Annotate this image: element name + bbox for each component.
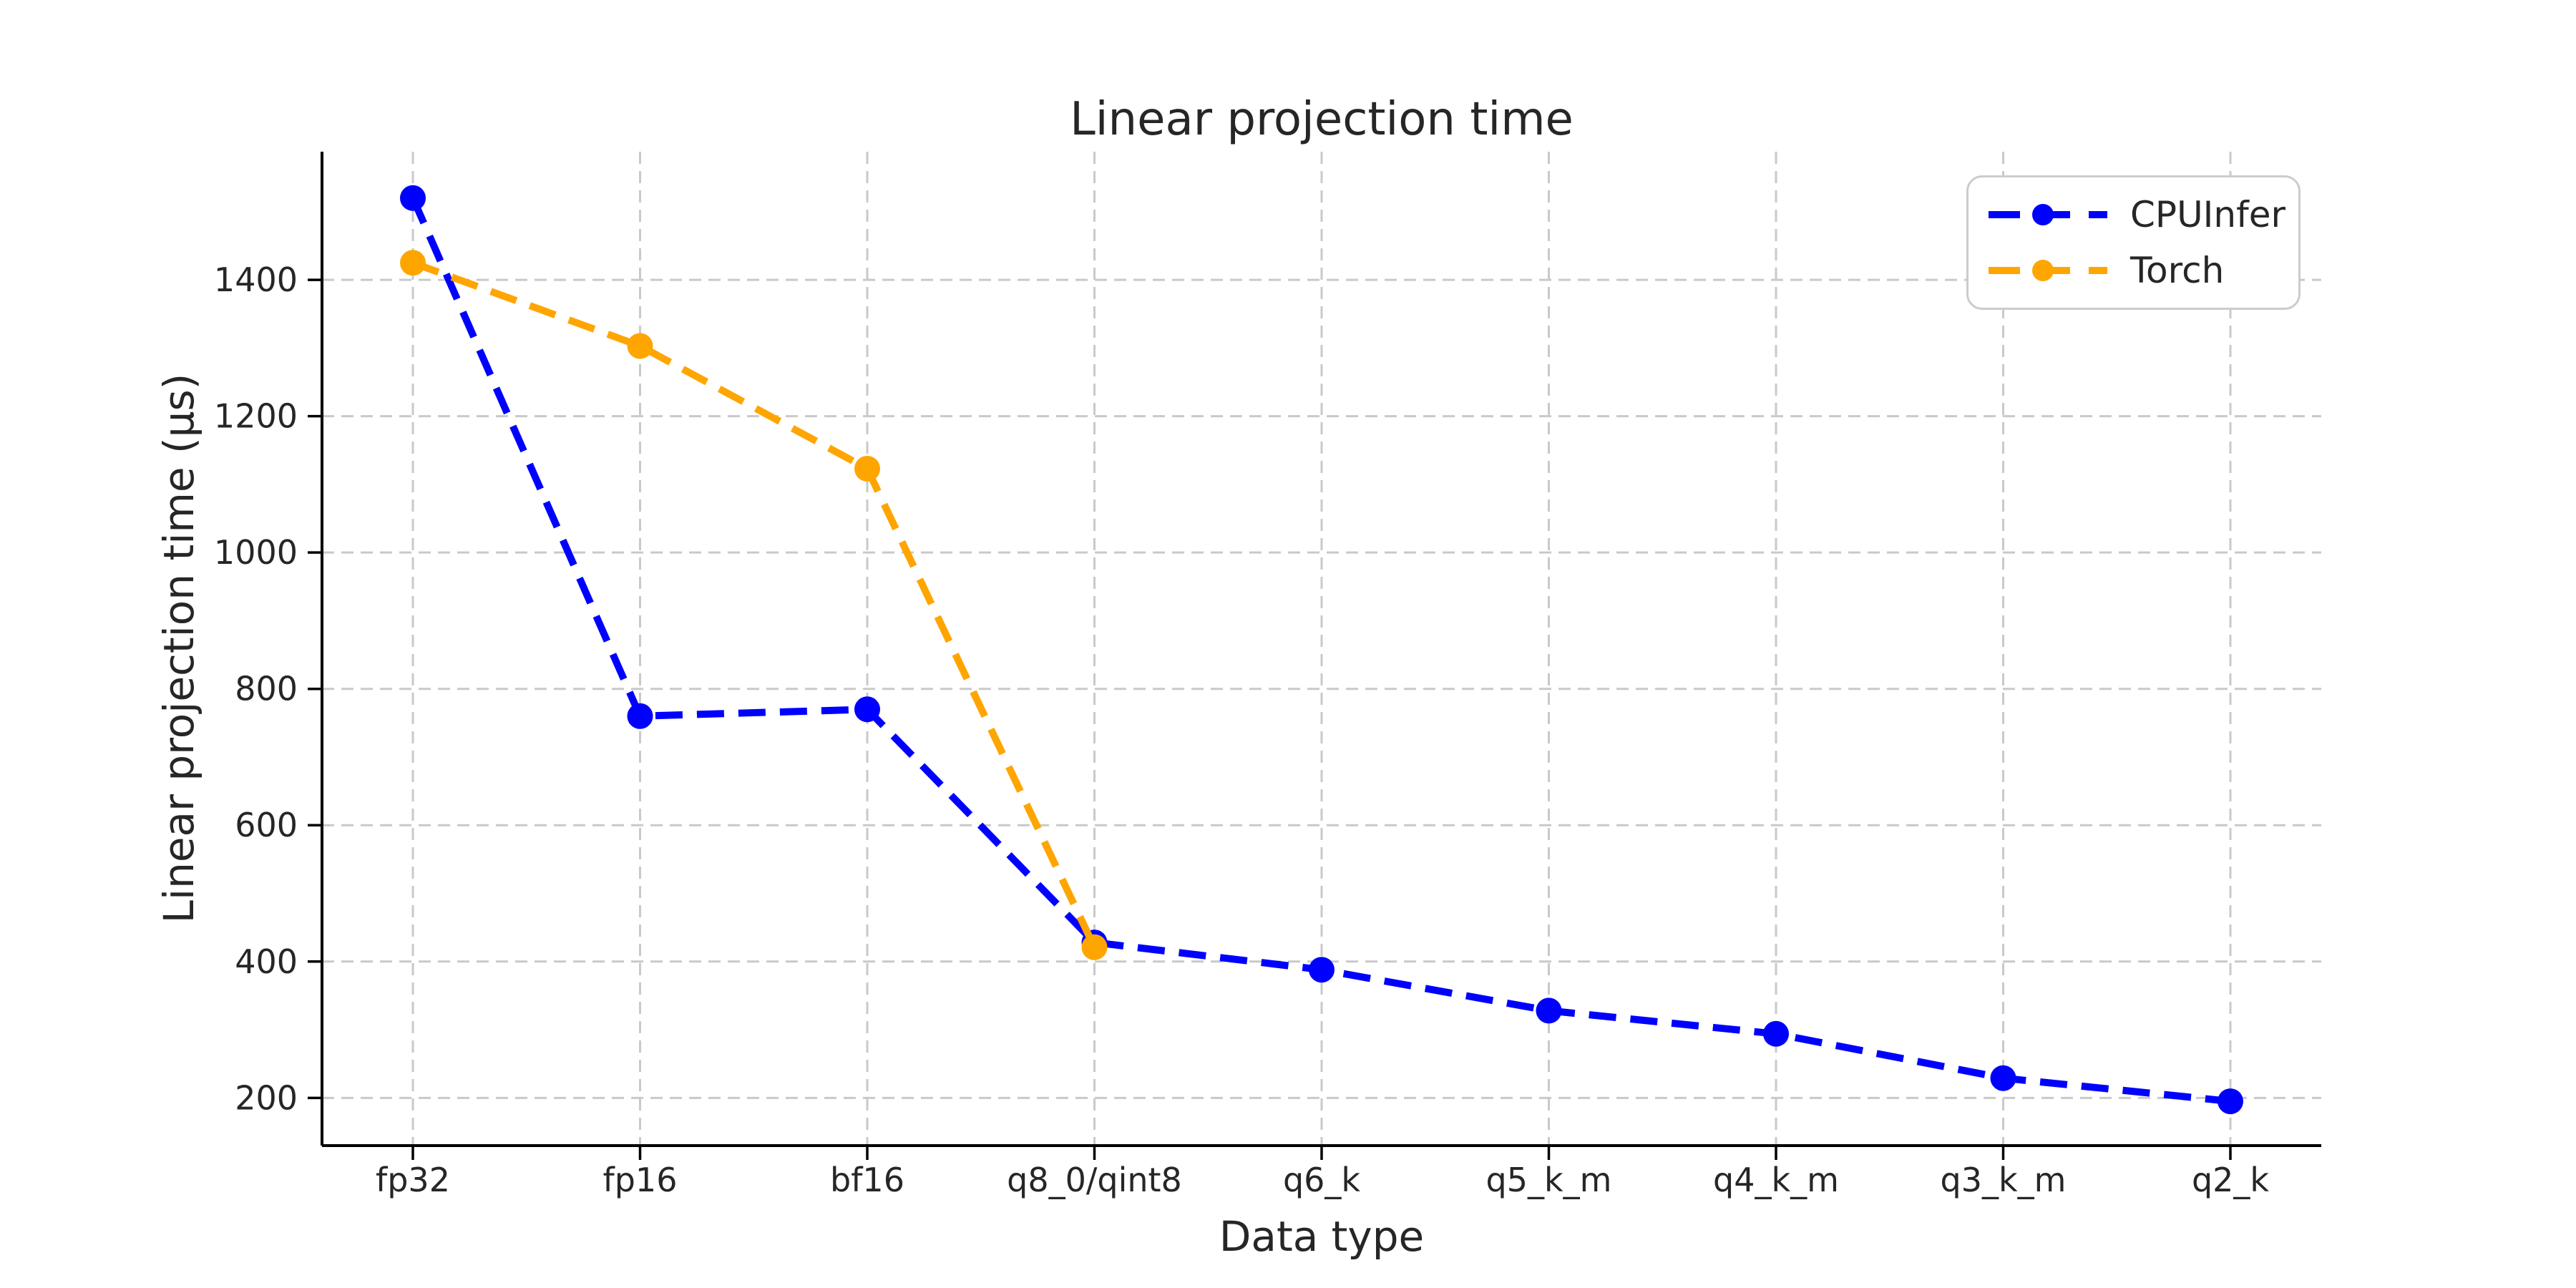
- data-point-cpuinfer: [1990, 1065, 2016, 1091]
- x-tick-label: q6_k: [1283, 1161, 1360, 1199]
- y-tick-label: 1400: [214, 260, 298, 299]
- chart-title: Linear projection time: [1070, 93, 1574, 146]
- x-tick-label: q4_k_m: [1713, 1161, 1839, 1199]
- legend-item-cpuinfer: CPUInfer: [1987, 197, 2298, 233]
- axes: 200 400 600 800 1000 1200 1400 fp32 fp16 bf16 q8_0…: [214, 152, 2321, 1199]
- data-point-cpuinfer: [1309, 957, 1335, 983]
- y-tick-label: 600: [235, 806, 298, 844]
- data-point-cpuinfer: [400, 185, 426, 211]
- data-point-torch: [1081, 934, 1108, 960]
- legend-label-torch: Torch: [2130, 249, 2225, 291]
- data-point-cpuinfer: [627, 703, 653, 729]
- data-point-cpuinfer: [2218, 1088, 2243, 1115]
- legend-item-torch: Torch: [1987, 253, 2298, 288]
- x-axis-label: Data type: [1219, 1212, 1425, 1261]
- series: [400, 185, 2243, 1115]
- legend-line-sample-cpuinfer: [1989, 204, 2107, 226]
- data-point-cpuinfer: [1763, 1020, 1789, 1047]
- x-tick-label: q8_0/qint8: [1007, 1161, 1182, 1199]
- x-tick-label: q5_k_m: [1486, 1161, 1612, 1199]
- legend-line-sample-torch: [1989, 259, 2107, 281]
- x-tick-label: fp32: [376, 1161, 450, 1199]
- gridlines: [322, 152, 2321, 1146]
- y-axis-label: Linear projection time (μs): [155, 374, 203, 924]
- data-point-torch: [854, 456, 880, 482]
- y-tick-label: 1000: [214, 533, 298, 572]
- x-tick-label: q3_k_m: [1941, 1161, 2067, 1199]
- x-tick-label: q2_k: [2192, 1161, 2269, 1199]
- data-point-torch: [627, 333, 653, 359]
- legend-label-cpuinfer: CPUInfer: [2130, 194, 2286, 236]
- data-point-cpuinfer: [854, 696, 880, 723]
- y-tick-label: 200: [235, 1078, 298, 1117]
- y-tick-label: 400: [235, 942, 298, 981]
- x-tick-label: fp16: [603, 1161, 678, 1199]
- x-tick-label: bf16: [830, 1161, 904, 1199]
- legend: CPUInfer Torch: [1966, 175, 2301, 310]
- y-tick-label: 800: [235, 670, 298, 708]
- series-line-torch: [411, 259, 1098, 949]
- data-point-torch: [400, 250, 426, 276]
- y-tick-label: 1200: [214, 397, 298, 436]
- data-point-cpuinfer: [1536, 997, 1562, 1024]
